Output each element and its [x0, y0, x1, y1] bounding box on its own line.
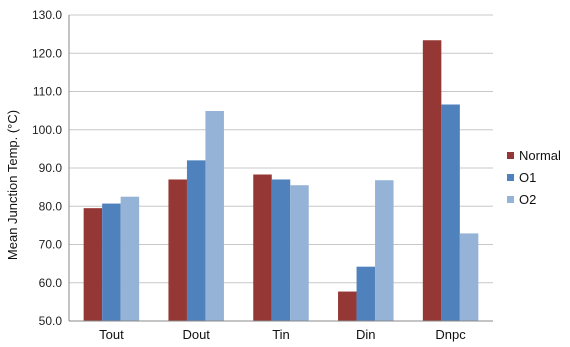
y-tick-label: 100.0 — [32, 123, 62, 137]
bar-o1-dnpc — [441, 104, 460, 321]
bar-normal-tin — [253, 174, 272, 321]
y-tick-label: 60.0 — [39, 276, 63, 290]
bar-o1-tout — [102, 203, 121, 321]
bar-o2-tout — [120, 196, 140, 321]
y-tick-label: 90.0 — [39, 161, 63, 175]
x-category-label: Dout — [182, 327, 210, 342]
axes — [68, 15, 493, 322]
y-tick-label: 130.0 — [32, 8, 62, 22]
bar-normal-tout — [83, 208, 103, 321]
x-category-labels: Tout Dout Tin Din Dnpc — [99, 327, 466, 342]
bars — [83, 40, 479, 322]
legend-label-o1: O1 — [519, 170, 536, 185]
bar-o1-dout — [186, 160, 206, 321]
legend-label-normal: Normal — [519, 148, 561, 163]
y-tick-label: 70.0 — [39, 238, 63, 252]
legend-swatch-normal — [507, 152, 514, 159]
bar-o2-dout — [205, 111, 224, 321]
y-tick-label: 50.0 — [39, 314, 63, 328]
bar-o2-din — [375, 180, 394, 321]
x-category-label: Din — [356, 327, 376, 342]
y-tick-label: 80.0 — [39, 199, 63, 213]
x-category-label: Tin — [272, 327, 290, 342]
y-tick-label: 110.0 — [33, 85, 62, 99]
y-tick-label: 120.0 — [32, 46, 62, 60]
legend-swatch-o1 — [507, 174, 514, 181]
bar-normal-dnpc — [422, 40, 442, 322]
bar-o1-tin — [271, 179, 291, 321]
x-category-label: Tout — [99, 327, 124, 342]
bar-o2-tin — [290, 185, 309, 321]
bar-o2-dnpc — [459, 233, 479, 321]
y-axis-title: Mean Junction Temp. (°C) — [5, 110, 20, 260]
bar-normal-dout — [168, 179, 187, 321]
bar-normal-din — [338, 291, 357, 321]
legend-swatch-o2 — [507, 196, 514, 203]
x-category-label: Dnpc — [435, 327, 466, 342]
bar-o1-din — [356, 266, 376, 321]
legend-label-o2: O2 — [519, 192, 536, 207]
y-tick-labels: 50.0 60.0 70.0 80.0 90.0 100.0 110.0 120.0 130.0 — [32, 8, 62, 328]
legend: Normal O1 O2 — [507, 148, 561, 207]
